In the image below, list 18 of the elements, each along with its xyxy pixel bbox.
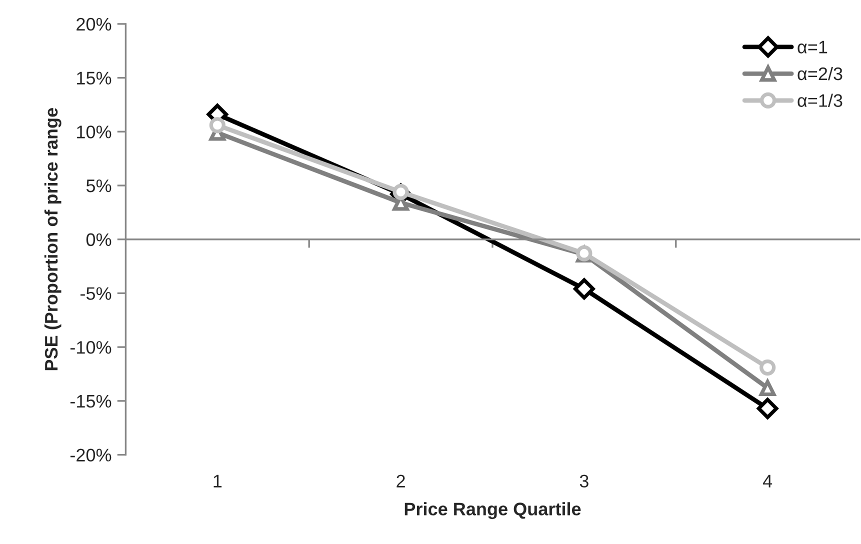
x-tick-label: 2 bbox=[396, 474, 405, 488]
legend-label: α=1 bbox=[798, 40, 828, 54]
y-tick-label: 0% bbox=[86, 233, 112, 246]
x-tick-label: 1 bbox=[214, 474, 222, 488]
y-tick-label: -5% bbox=[80, 287, 112, 300]
x-tick-label: 3 bbox=[580, 474, 588, 488]
y-tick-label: 20% bbox=[76, 18, 112, 31]
y-tick-label: -20% bbox=[70, 448, 112, 462]
y-tick-label: -10% bbox=[70, 341, 112, 354]
y-axis-title: PSE (Proportion of price range bbox=[44, 108, 62, 370]
legend-label: α=2/3 bbox=[798, 66, 842, 80]
x-tick-label: 4 bbox=[762, 474, 772, 488]
y-tick-label: 5% bbox=[86, 180, 112, 192]
y-tick-label: 15% bbox=[77, 72, 112, 85]
legend-label: α=1/3 bbox=[798, 94, 842, 107]
y-tick-label: -15% bbox=[70, 394, 112, 408]
y-tick-label: 10% bbox=[77, 126, 112, 138]
x-axis-title: Price Range Quartile bbox=[404, 502, 581, 520]
